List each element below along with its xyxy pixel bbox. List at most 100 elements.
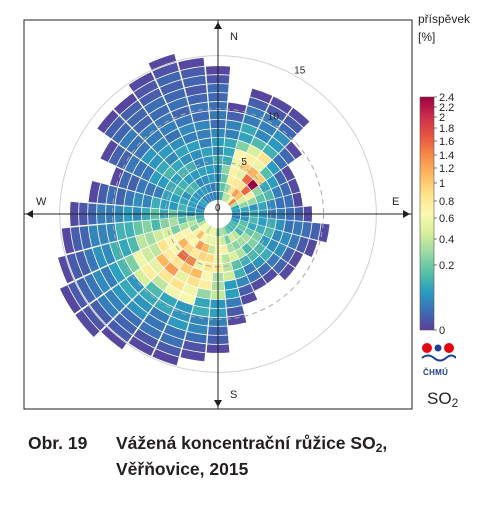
rose-cell xyxy=(189,247,201,259)
rose-cell xyxy=(236,236,247,247)
rose-cell xyxy=(157,239,170,253)
rose-cell xyxy=(181,191,192,201)
rose-cell xyxy=(161,227,173,239)
direction-axes xyxy=(24,20,412,409)
rose-cell xyxy=(266,175,279,189)
rose-cell xyxy=(200,271,213,281)
rose-cell xyxy=(170,224,181,235)
rose-cell xyxy=(174,145,189,159)
rose-cell xyxy=(219,227,224,237)
rose-cell xyxy=(266,199,276,210)
rose-cell xyxy=(275,219,285,232)
rose-cell xyxy=(169,277,186,291)
rose-cell xyxy=(165,180,177,193)
rose-cell xyxy=(296,236,309,254)
rose-cell xyxy=(231,230,240,240)
rose-cell xyxy=(210,236,216,246)
rose-cell xyxy=(165,235,177,248)
rose-cell xyxy=(88,181,101,203)
direction-label: N xyxy=(230,31,238,43)
rose-cell xyxy=(151,219,161,232)
rose-cell xyxy=(132,115,153,134)
rose-cell xyxy=(226,195,234,204)
rose-cell xyxy=(126,107,148,128)
rose-cell xyxy=(210,182,216,192)
rose-cell xyxy=(226,224,234,233)
rose-cell xyxy=(272,129,291,147)
rose-cell xyxy=(228,222,237,230)
rose-cell xyxy=(115,187,127,206)
rose-cell xyxy=(246,249,259,262)
rose-cell xyxy=(197,201,207,208)
rose-cell xyxy=(283,220,294,234)
rose-cell xyxy=(79,226,92,250)
caption-title-sub: 2 xyxy=(375,441,383,455)
rose-cell xyxy=(238,283,254,297)
rose-cell xyxy=(92,246,108,269)
rose-cell xyxy=(228,198,237,206)
rose-cell xyxy=(97,109,119,134)
rose-cell xyxy=(304,239,318,258)
rose-cell xyxy=(100,140,118,162)
rose-cell xyxy=(128,336,155,356)
rose-cell xyxy=(61,227,75,254)
rose-cell xyxy=(262,268,278,284)
rose-cell xyxy=(247,197,257,206)
rose-cell xyxy=(234,227,244,236)
colorbar-tick-label: 2 xyxy=(439,112,445,124)
rose-cell xyxy=(177,237,189,249)
rose-cell xyxy=(200,232,209,243)
rose-cell xyxy=(173,185,185,197)
rose-cell xyxy=(234,192,244,201)
rose-cell xyxy=(167,316,189,331)
rose-cell xyxy=(177,179,189,191)
rose-cell xyxy=(271,185,283,199)
rose-cell xyxy=(144,182,157,197)
rose-cell xyxy=(273,243,287,258)
rose-cell xyxy=(195,215,205,220)
rose-cell xyxy=(318,223,330,243)
rose-cell xyxy=(220,173,229,183)
rose-cell xyxy=(139,122,158,141)
rose-cell xyxy=(108,262,126,283)
rose-cell xyxy=(178,57,205,71)
rose-cell xyxy=(189,223,200,232)
rose-cell xyxy=(197,166,208,177)
rose-cell xyxy=(194,297,211,308)
rose-cell xyxy=(249,216,259,225)
rose-cell xyxy=(135,234,149,250)
rose-cell xyxy=(259,235,271,248)
caption-title: Vážená koncentrační růžice SO xyxy=(116,433,376,453)
rose-cell xyxy=(120,100,143,122)
rose-cell xyxy=(231,208,241,213)
rose-cell xyxy=(198,138,212,149)
rose-cell xyxy=(135,178,149,194)
axis-labels: N E S W 0 5 10 15 xyxy=(36,31,399,401)
rose-cell xyxy=(153,185,165,199)
rose-cell xyxy=(100,266,118,288)
rose-cell xyxy=(158,268,174,284)
rose-cell xyxy=(191,305,210,317)
south-arrow xyxy=(214,400,222,407)
rose-cell xyxy=(155,253,170,268)
colorbar-tick-label: 1.2 xyxy=(439,163,454,175)
rose-cell xyxy=(109,167,124,187)
rose-cell xyxy=(124,155,141,174)
rose-cell xyxy=(288,107,310,128)
rose-cell xyxy=(189,196,200,205)
rose-cell xyxy=(124,190,135,207)
rose-cell xyxy=(212,191,217,201)
rose-cell xyxy=(208,192,215,202)
rose-cell xyxy=(187,323,208,335)
rose-cell xyxy=(241,173,253,185)
rose-cell xyxy=(179,197,189,206)
rose-cell xyxy=(262,112,282,129)
rose-cell xyxy=(235,247,247,259)
rose-cell xyxy=(128,72,155,92)
rose-cell xyxy=(200,185,209,196)
rose-cell xyxy=(180,349,206,362)
rose-cell xyxy=(252,159,266,173)
rose-cell xyxy=(189,169,201,181)
colorbar-title-line2: [%] xyxy=(418,30,436,44)
rose-cell xyxy=(231,259,243,271)
